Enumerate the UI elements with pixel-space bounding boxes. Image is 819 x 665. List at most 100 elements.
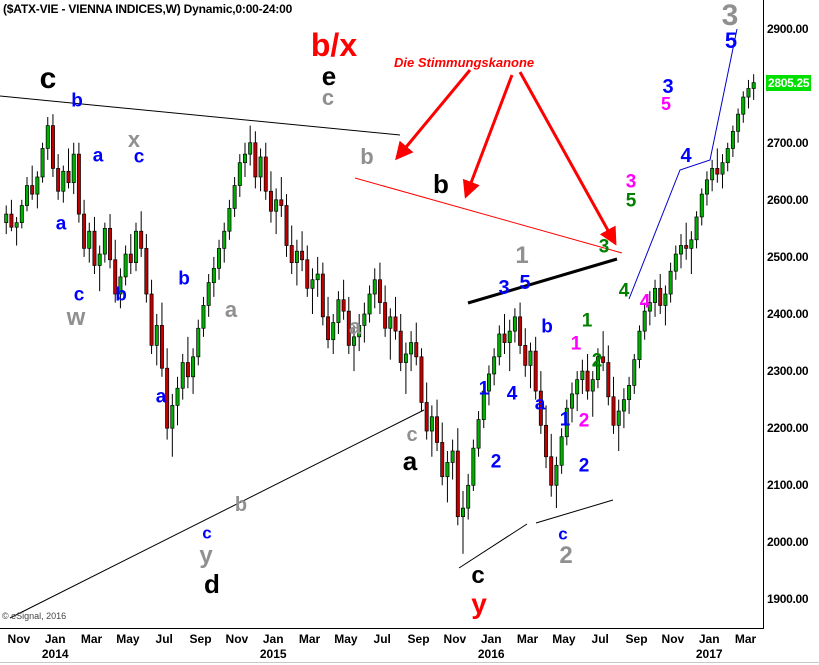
candle-body	[336, 299, 341, 323]
candle-body	[305, 259, 310, 289]
month-tick: Nov	[443, 632, 467, 646]
candle-body	[616, 410, 621, 426]
wave-label-c: c	[202, 523, 212, 543]
trendline[interactable]	[535, 499, 614, 524]
candle-body	[570, 393, 574, 409]
price-tick: 2900.00	[767, 21, 809, 36]
wave-label-c: c	[133, 146, 145, 168]
candle-body	[559, 436, 564, 466]
candle-body	[497, 333, 502, 358]
footer-divider	[0, 662, 819, 663]
candle-body	[590, 379, 595, 392]
wave-label-1: 1	[515, 242, 529, 269]
trendline[interactable]	[467, 257, 618, 305]
candle-body	[679, 245, 683, 255]
price-tick: 2600.00	[767, 192, 809, 207]
month-tick: Mar	[298, 632, 321, 646]
candle-body	[523, 345, 528, 366]
candle-body	[725, 148, 730, 164]
candle-body	[128, 253, 133, 263]
price-axis-line	[763, 0, 764, 628]
trendline[interactable]	[9, 409, 425, 619]
candle-body	[544, 424, 548, 458]
candle-body	[56, 168, 61, 192]
candle-body	[632, 359, 637, 386]
price-tick: 2100.00	[767, 478, 809, 493]
candle-body	[429, 416, 434, 432]
candle-body	[326, 316, 330, 341]
annotation-arrow	[395, 69, 472, 161]
wave-label-c: c	[471, 562, 485, 589]
candle-body	[512, 316, 517, 332]
candle-body	[424, 402, 429, 432]
candle-body	[507, 330, 512, 343]
wave-label-w: w	[66, 304, 86, 331]
price-plot-area[interactable]: c b x c a a c w b b a a b c y d b/x e c b b a c a c y 1 3 5 1 4 b a 2 1 2 1 2…	[0, 0, 763, 628]
wave-label-b: b	[234, 494, 248, 516]
candle-body	[668, 270, 673, 295]
wave-label-5: 5	[519, 272, 531, 294]
candle-body	[606, 362, 611, 398]
candle-body	[211, 267, 216, 283]
month-tick: Nov	[661, 632, 685, 646]
wave-label-4: 4	[618, 280, 630, 302]
candle-body	[175, 387, 180, 406]
candle-body	[66, 170, 71, 184]
candle-body	[699, 193, 704, 218]
candle-body	[134, 230, 138, 263]
price-tick: 1900.00	[767, 592, 809, 607]
candle-body	[352, 336, 356, 346]
wave-label-a: a	[224, 297, 238, 322]
candle-body	[595, 356, 600, 381]
candle-body	[575, 379, 580, 395]
time-axis[interactable]: Nov Jan Mar May Jul Sep Nov Jan Mar May Jul Sep Nov J…	[0, 630, 764, 664]
candle-body	[486, 373, 491, 392]
candle-body	[237, 162, 242, 186]
wave-label-a: a	[155, 386, 167, 408]
price-tick: 2000.00	[767, 535, 809, 550]
candle-body	[450, 450, 455, 463]
wave-label-3: 3	[625, 171, 637, 193]
wave-label-1: 1	[581, 310, 593, 332]
candle-body	[409, 342, 414, 355]
month-tick: Jan	[698, 632, 720, 646]
annotation-arrow	[462, 74, 514, 199]
candle-body	[730, 130, 735, 149]
candle-body	[196, 327, 201, 358]
wave-label-2: 2	[490, 451, 502, 473]
candle-body	[227, 208, 232, 232]
trendline[interactable]	[0, 95, 401, 136]
candle-body	[393, 316, 398, 332]
candle-body	[45, 125, 50, 149]
candle-body	[268, 190, 273, 212]
candle-body	[243, 153, 247, 164]
trendline[interactable]	[458, 523, 528, 569]
trendline[interactable]	[354, 177, 623, 254]
candle-body	[554, 464, 559, 486]
price-axis[interactable]: 2900.002800.002700.002600.002500.002400.…	[765, 0, 819, 628]
wave-label-y: y	[199, 542, 213, 569]
price-tick: 2700.00	[767, 135, 809, 150]
candle-body	[97, 253, 102, 266]
candle-body	[564, 407, 569, 438]
wave-label-5: 5	[625, 190, 637, 212]
month-tick: Mar	[734, 632, 757, 646]
price-tick: 2500.00	[767, 249, 809, 264]
wave-label-c: c	[39, 62, 57, 95]
candle-body	[263, 156, 268, 192]
annotation-overlay	[0, 28, 738, 619]
wave-label-b-x: b/x	[310, 27, 358, 63]
candle-body	[710, 168, 715, 181]
candle-body	[637, 330, 642, 361]
candle-body	[14, 222, 19, 228]
candle-body	[274, 199, 279, 212]
candle-body	[71, 153, 76, 184]
month-tick: Mar	[516, 632, 539, 646]
candle-body	[346, 310, 351, 346]
wave-label-4: 4	[506, 383, 518, 405]
candle-body	[538, 390, 543, 426]
candle-body	[455, 450, 460, 518]
candle-body	[139, 230, 144, 249]
copyright-watermark: © eSignal, 2016	[2, 611, 67, 621]
wave-label-b: b	[115, 284, 127, 306]
